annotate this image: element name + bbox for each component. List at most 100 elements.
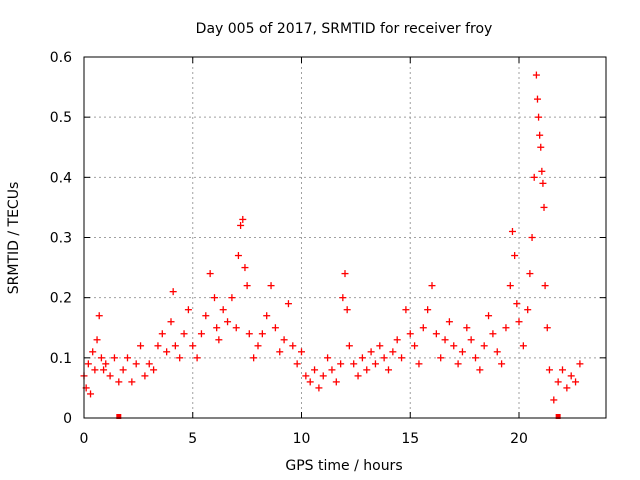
data-point — [524, 306, 532, 314]
data-point — [150, 366, 158, 374]
data-point — [176, 354, 184, 362]
data-point — [237, 221, 245, 229]
data-point — [539, 179, 547, 187]
data-point — [540, 203, 548, 211]
data-point — [450, 342, 458, 350]
baseline-marker — [116, 414, 122, 419]
data-point — [415, 360, 423, 368]
data-point — [91, 366, 99, 374]
x-tick-label: 5 — [188, 431, 197, 447]
data-point — [350, 360, 358, 368]
data-point — [267, 282, 275, 290]
data-point — [389, 348, 397, 356]
x-tick-label: 10 — [293, 431, 311, 447]
y-tick-label: 0.6 — [50, 50, 72, 66]
data-point — [424, 306, 432, 314]
data-point — [363, 366, 371, 374]
data-point — [530, 173, 538, 181]
x-tick-label: 20 — [510, 431, 528, 447]
data-point — [119, 366, 127, 374]
data-point — [543, 324, 551, 332]
data-point — [493, 348, 501, 356]
data-point — [254, 342, 262, 350]
data-point — [419, 324, 427, 332]
data-point — [245, 330, 253, 338]
data-point — [206, 270, 214, 278]
data-point — [519, 342, 527, 350]
data-point — [141, 372, 149, 380]
data-point — [467, 336, 475, 344]
data-point — [97, 354, 105, 362]
data-point — [110, 354, 118, 362]
data-point — [441, 336, 449, 344]
data-point — [513, 300, 521, 308]
data-point — [213, 324, 221, 332]
x-axis-label: GPS time / hours — [285, 458, 402, 474]
data-point — [132, 360, 140, 368]
data-point — [258, 330, 266, 338]
data-point — [345, 342, 353, 350]
data-point — [169, 288, 177, 296]
data-point — [315, 384, 323, 392]
data-point — [406, 330, 414, 338]
data-point — [538, 167, 546, 175]
data-point — [250, 354, 258, 362]
data-point — [211, 294, 218, 302]
data-point — [343, 306, 351, 314]
data-point — [167, 318, 175, 326]
data-point — [124, 354, 131, 362]
y-axis-label: SRMTID / TECUs — [6, 182, 22, 295]
data-point — [298, 348, 305, 356]
data-point — [367, 348, 375, 356]
y-tick-label: 0.2 — [50, 291, 72, 307]
data-point — [280, 336, 288, 344]
data-point — [576, 360, 584, 368]
data-point — [100, 366, 108, 374]
data-point — [158, 330, 166, 338]
data-point — [106, 372, 114, 380]
data-point — [358, 354, 366, 362]
data-point — [306, 378, 314, 386]
data-point — [202, 312, 210, 320]
data-point — [498, 360, 506, 368]
data-point — [115, 378, 123, 386]
data-point — [380, 354, 388, 362]
data-point — [87, 390, 95, 398]
data-point — [332, 378, 340, 386]
data-point — [506, 282, 514, 290]
data-point — [84, 360, 92, 368]
data-point — [476, 366, 484, 374]
y-tick-label: 0.1 — [50, 351, 72, 367]
data-point — [428, 282, 436, 290]
data-point — [463, 324, 471, 332]
data-point — [241, 264, 249, 272]
data-point — [528, 234, 536, 241]
x-tick-label: 15 — [401, 431, 419, 447]
data-point — [224, 318, 232, 326]
data-point — [302, 372, 310, 380]
data-point — [485, 312, 493, 320]
data-point — [319, 372, 327, 380]
data-point — [324, 354, 332, 362]
data-point — [180, 330, 188, 338]
data-point — [554, 378, 562, 386]
data-point — [184, 306, 192, 314]
data-point — [228, 294, 236, 302]
data-point — [502, 324, 510, 332]
data-point — [128, 378, 136, 386]
data-point — [541, 282, 549, 290]
data-point — [511, 252, 519, 260]
data-point — [489, 330, 497, 338]
data-point — [263, 312, 271, 320]
data-point — [232, 324, 240, 332]
y-tick-label: 0.5 — [50, 110, 72, 126]
data-point — [532, 71, 540, 79]
data-point — [289, 342, 297, 350]
y-tick-label: 0 — [63, 411, 72, 427]
data-point — [432, 330, 440, 338]
data-point — [526, 270, 534, 278]
data-point — [402, 306, 410, 314]
data-point — [102, 360, 110, 368]
data-point — [311, 366, 319, 374]
